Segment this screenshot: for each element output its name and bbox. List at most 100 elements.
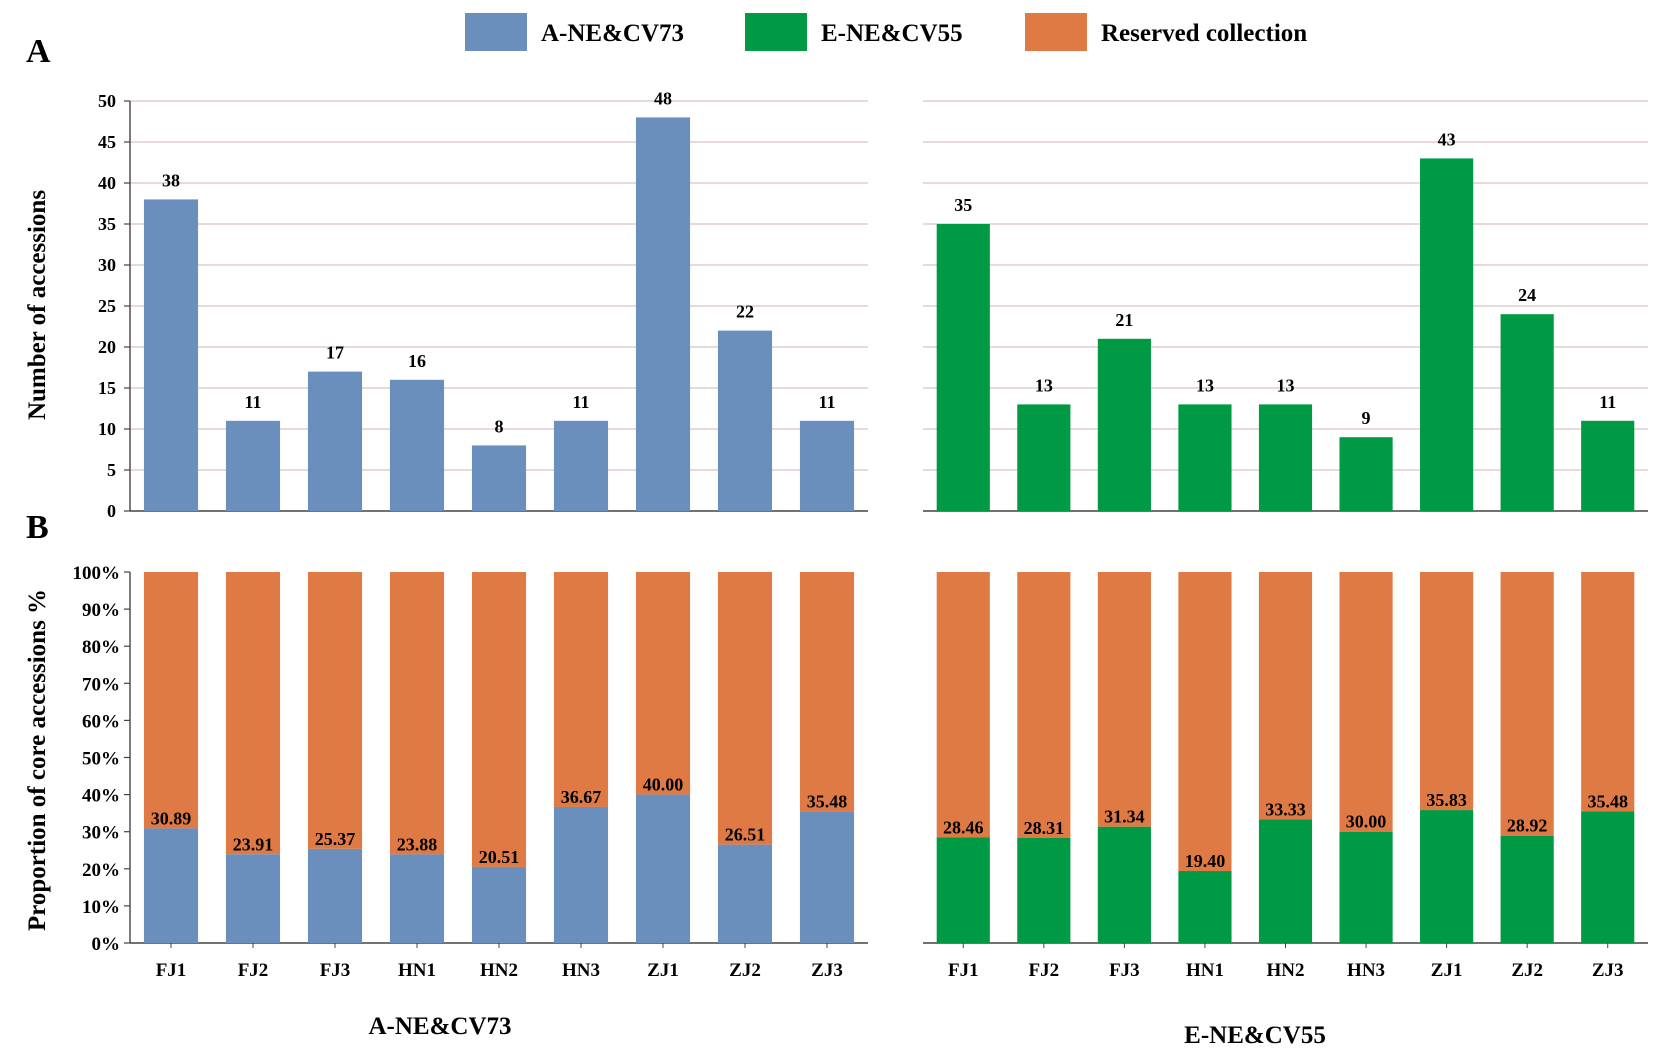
bar-reserved-fj2 <box>1017 572 1071 838</box>
bar-reserved-zj3 <box>799 572 855 812</box>
bar-reserved-fj1 <box>936 572 990 838</box>
bar-label: 20.51 <box>479 847 520 867</box>
bar-core-hn2 <box>1258 819 1313 943</box>
bar-reserved-fj1 <box>143 572 199 829</box>
chart-a-left: 0 5 10 15 20 25 30 35 40 45 50 38 11 17 16 8 11 48 22 11 <box>98 88 868 521</box>
bar-zj1 <box>635 117 691 512</box>
bar-label: 19.40 <box>1185 851 1226 871</box>
bar-hn3 <box>1339 437 1393 511</box>
x-tick-label: ZJ3 <box>811 960 843 981</box>
bar-label: 11 <box>818 392 835 412</box>
bar-reserved-fj2 <box>225 572 281 855</box>
bar-core-hn2 <box>471 866 527 943</box>
bar-zj3 <box>799 420 855 511</box>
bar-reserved-fj3 <box>307 572 363 849</box>
bar-label: 13 <box>1035 375 1053 395</box>
bar-label: 11 <box>1599 392 1616 412</box>
bar-core-fj1 <box>143 828 199 943</box>
bar-core-zj1 <box>635 794 691 943</box>
bar-label: 28.31 <box>1024 818 1065 838</box>
bar-label: 35 <box>954 195 972 215</box>
bar-core-hn3 <box>553 806 609 943</box>
legend-label-e-ne-cv55: E-NE&CV55 <box>821 20 963 47</box>
y-tick-label: 40 <box>98 173 116 193</box>
bar-hn1 <box>1178 404 1232 511</box>
bar-fj2 <box>1017 404 1071 511</box>
bar-core-hn1 <box>1178 871 1232 943</box>
y-tick-label: 25 <box>98 296 116 316</box>
bar-label: 30.00 <box>1346 812 1387 832</box>
bar-label: 8 <box>495 416 504 436</box>
bar-core-zj3 <box>1581 811 1635 943</box>
legend: A-NE&CV73 E-NE&CV55 Reserved collection <box>465 13 1307 51</box>
bar-label: 35.83 <box>1426 790 1467 810</box>
y-tick-label: 10% <box>82 897 120 918</box>
bar-fj2 <box>225 420 281 511</box>
bar-label: 24 <box>1518 285 1536 305</box>
x-tick-label: HN2 <box>1267 960 1305 981</box>
bar-label: 38 <box>162 170 180 190</box>
y-tick-label: 70% <box>82 674 120 695</box>
bar-label: 13 <box>1196 375 1214 395</box>
y-tick-label: 35 <box>98 214 116 234</box>
bar-fj1 <box>936 224 990 511</box>
x-tick-label: HN1 <box>398 960 436 981</box>
bar-label: 40.00 <box>643 775 684 795</box>
x-tick-label: HN3 <box>1347 960 1385 981</box>
bar-reserved-hn1 <box>389 572 445 855</box>
bar-hn3 <box>553 420 609 511</box>
bar-reserved-hn3 <box>1339 572 1393 832</box>
bar-reserved-zj3 <box>1581 572 1635 812</box>
x-tick-label: ZJ2 <box>729 960 761 981</box>
bar-zj3 <box>1581 420 1635 511</box>
y-tick-label: 80% <box>82 637 120 658</box>
bar-label: 35.48 <box>1587 791 1628 811</box>
x-tick-label: ZJ1 <box>647 960 679 981</box>
bar-reserved-zj2 <box>1500 572 1554 836</box>
bar-label: 23.91 <box>233 834 274 854</box>
bar-label: 25.37 <box>315 829 356 849</box>
x-tick-label: HN3 <box>562 960 600 981</box>
bar-label: 31.34 <box>1104 807 1145 827</box>
y-tick-label: 60% <box>82 711 120 732</box>
bar-label: 16 <box>408 351 426 371</box>
bar-core-hn1 <box>389 854 445 943</box>
bar-label: 11 <box>244 392 261 412</box>
bar-fj1 <box>143 199 199 511</box>
group-title-left: A-NE&CV73 <box>368 1013 511 1040</box>
legend-label-a-ne-cv73: A-NE&CV73 <box>541 20 684 47</box>
bar-reserved-hn2 <box>1258 572 1313 820</box>
y-tick-label: 20% <box>82 860 120 881</box>
bar-label: 23.88 <box>397 834 438 854</box>
y-tick-label: 30% <box>82 823 120 844</box>
bar-reserved-zj1 <box>1420 572 1474 811</box>
bar-label: 43 <box>1438 129 1456 149</box>
bar-core-fj3 <box>1097 826 1151 943</box>
x-tick-label: ZJ2 <box>1511 960 1543 981</box>
y-axis-title-count: Number of accessions <box>24 190 51 420</box>
bar-core-hn3 <box>1339 831 1393 943</box>
bar-core-zj3 <box>799 811 855 943</box>
y-tick-label: 0 <box>107 501 116 521</box>
bar-label: 33.33 <box>1265 799 1306 819</box>
bar-label: 28.92 <box>1507 816 1548 836</box>
bar-core-zj2 <box>717 844 773 943</box>
bar-hn2 <box>471 445 527 511</box>
bar-label: 21 <box>1115 310 1133 330</box>
bar-label: 11 <box>572 392 589 412</box>
bar-core-zj2 <box>1500 835 1554 943</box>
legend-swatch-e-ne-cv55 <box>745 13 807 51</box>
bar-label: 36.67 <box>561 787 602 807</box>
bar-label: 22 <box>736 302 754 322</box>
y-tick-label: 50% <box>82 749 120 770</box>
x-tick-label: FJ1 <box>948 960 979 981</box>
x-tick-label: FJ2 <box>238 960 269 981</box>
y-tick-label: 15 <box>98 378 116 398</box>
y-tick-label: 10 <box>98 419 116 439</box>
chart-b-left: 0% 10% 20% 30% 40% 50% 60% 70% 80% 90% 100% 30.89 FJ… <box>73 563 868 981</box>
y-tick-label: 40% <box>82 786 120 807</box>
y-tick-label: 45 <box>98 132 116 152</box>
x-tick-label: HN2 <box>480 960 518 981</box>
y-tick-label: 90% <box>82 600 120 621</box>
